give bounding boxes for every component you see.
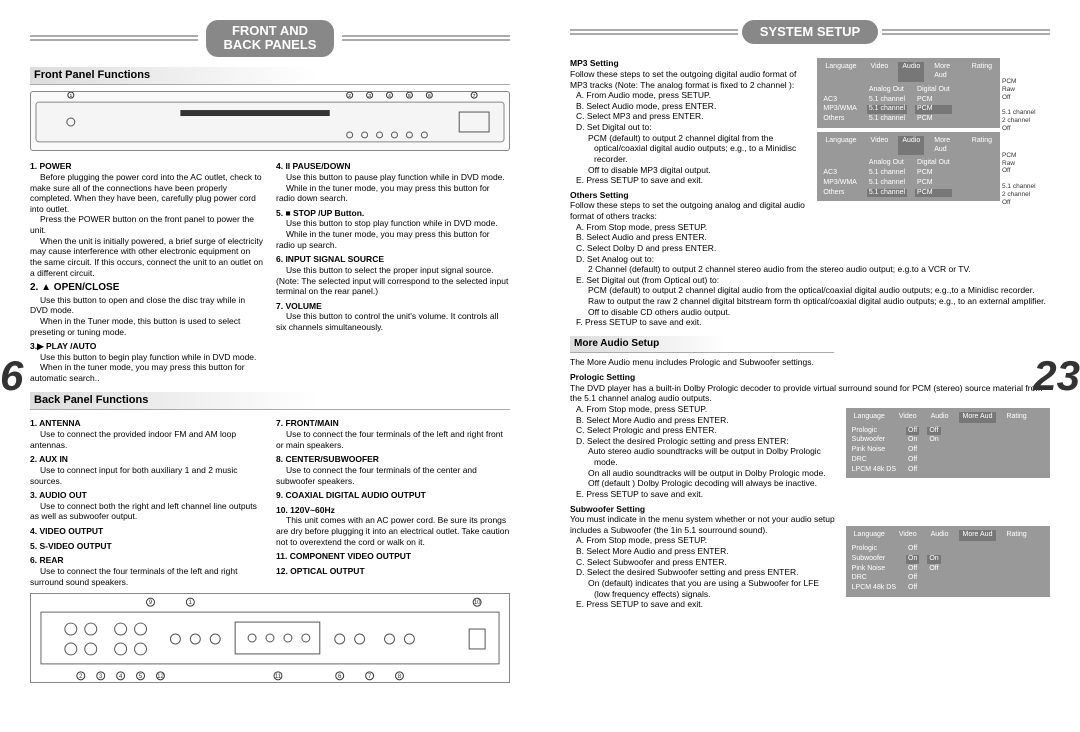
right-menu-column-top: LanguageVideoAudioMore AudRating AC3MP3/…: [817, 54, 1050, 264]
menu-prologic: LanguageVideoAudioMore AudRatingPrologic…: [846, 408, 1050, 479]
menu-others: LanguageVideoAudioMore AudRating AC3MP3/…: [817, 132, 1000, 202]
svg-text:7: 7: [473, 93, 476, 99]
front-col2: 4. II PAUSE/DOWN Use this button to paus…: [276, 157, 510, 383]
page-number-left: 6: [0, 350, 23, 403]
menu-subwoofer: LanguageVideoAudioMore AudRatingPrologic…: [846, 526, 1050, 597]
svg-text:4: 4: [388, 93, 391, 99]
back-panel-title: Back Panel Functions: [30, 392, 510, 411]
front-col1: 1. POWER Before plugging the power cord …: [30, 157, 264, 383]
more-audio-title: More Audio Setup: [570, 336, 834, 354]
right-page: 23 SYSTEM SETUP MP3 Setting Follow these…: [540, 0, 1080, 732]
front-functions-columns: 1. POWER Before plugging the power cord …: [30, 157, 510, 383]
back-functions-columns: 1. ANTENNA Use to connect the provided i…: [30, 414, 510, 587]
svg-text:10: 10: [474, 600, 481, 606]
menu-mp3: LanguageVideoAudioMore AudRating AC3MP3/…: [817, 58, 1000, 128]
front-panel-diagram: 1 2 3 4 5 6 7: [30, 91, 510, 151]
prologic-text: A. From Stop mode, press SETUP. B. Selec…: [570, 404, 836, 610]
left-header: FRONT AND BACK PANELS: [30, 20, 510, 57]
svg-text:2: 2: [348, 93, 351, 99]
svg-text:1: 1: [69, 93, 72, 99]
right-menu-column-bottom: LanguageVideoAudioMore AudRatingPrologic…: [846, 404, 1050, 610]
back-col2: 7. FRONT/MAIN Use to connect the four te…: [276, 414, 510, 587]
left-page: 6 FRONT AND BACK PANELS Front Panel Func…: [0, 0, 540, 732]
page-number-right: 23: [1033, 350, 1080, 403]
front-panel-title: Front Panel Functions: [30, 67, 510, 86]
svg-text:6: 6: [428, 93, 431, 99]
right-text-column: MP3 Setting Follow these steps to set th…: [570, 54, 807, 264]
back-panel-diagram: 9 1 10 2 3 4 5 12 11 6 7 8: [30, 593, 510, 683]
right-header: SYSTEM SETUP: [570, 20, 1050, 44]
svg-text:11: 11: [275, 674, 282, 680]
svg-text:5: 5: [408, 93, 411, 99]
svg-text:12: 12: [157, 674, 164, 680]
back-col1: 1. ANTENNA Use to connect the provided i…: [30, 414, 264, 587]
svg-text:3: 3: [368, 93, 371, 99]
